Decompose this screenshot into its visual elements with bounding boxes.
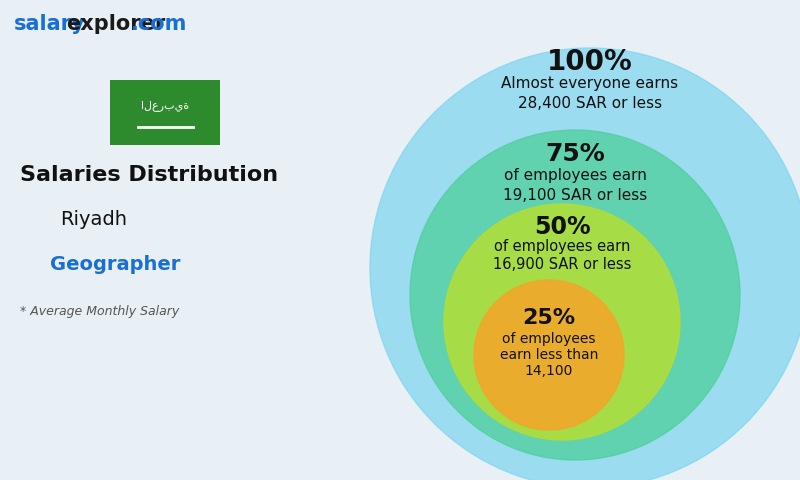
Text: salary: salary bbox=[14, 14, 86, 34]
Text: Riyadh: Riyadh bbox=[60, 210, 127, 229]
Text: .com: .com bbox=[131, 14, 187, 34]
Text: 100%: 100% bbox=[547, 48, 633, 76]
Circle shape bbox=[370, 48, 800, 480]
Circle shape bbox=[410, 130, 740, 460]
Text: Salaries Distribution: Salaries Distribution bbox=[20, 165, 278, 185]
Circle shape bbox=[474, 280, 624, 430]
Text: 14,100: 14,100 bbox=[525, 364, 573, 378]
Text: 19,100 SAR or less: 19,100 SAR or less bbox=[503, 188, 647, 203]
Text: Almost everyone earns: Almost everyone earns bbox=[502, 76, 678, 91]
Text: of employees earn: of employees earn bbox=[494, 239, 630, 254]
Text: 75%: 75% bbox=[545, 142, 605, 166]
Text: explorer: explorer bbox=[66, 14, 166, 34]
Text: earn less than: earn less than bbox=[500, 348, 598, 362]
Circle shape bbox=[444, 204, 680, 440]
Text: العربية: العربية bbox=[141, 100, 189, 111]
Text: 25%: 25% bbox=[522, 308, 575, 328]
FancyBboxPatch shape bbox=[110, 80, 220, 145]
Text: 50%: 50% bbox=[534, 215, 590, 239]
Text: of employees: of employees bbox=[502, 332, 596, 346]
Text: 16,900 SAR or less: 16,900 SAR or less bbox=[493, 257, 631, 272]
Text: of employees earn: of employees earn bbox=[503, 168, 646, 183]
Text: * Average Monthly Salary: * Average Monthly Salary bbox=[20, 305, 179, 318]
Text: 28,400 SAR or less: 28,400 SAR or less bbox=[518, 96, 662, 111]
Text: Geographer: Geographer bbox=[50, 255, 180, 274]
